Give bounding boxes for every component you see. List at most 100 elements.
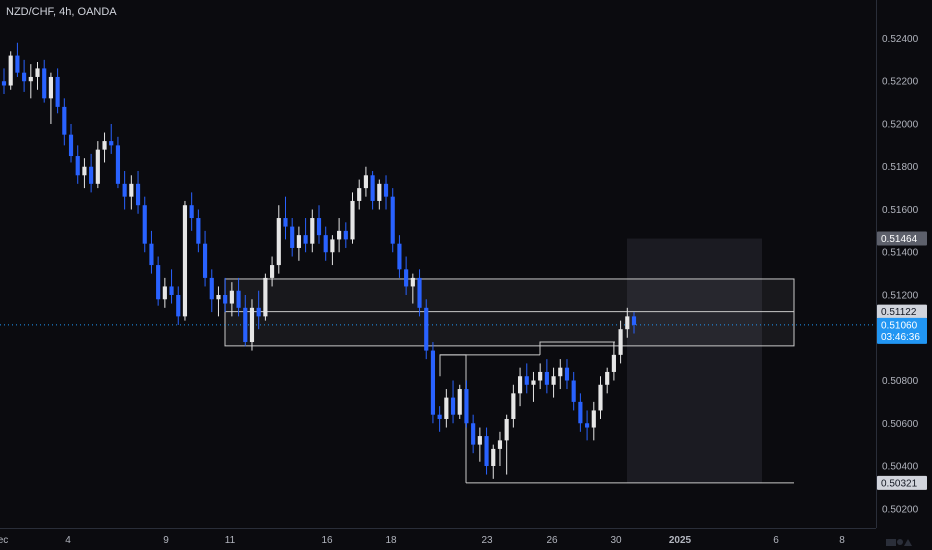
candle bbox=[591, 401, 596, 441]
candle bbox=[223, 277, 228, 313]
candle bbox=[75, 145, 80, 184]
candle-body bbox=[390, 196, 395, 244]
time-tick-label: 4 bbox=[65, 535, 71, 546]
candle bbox=[551, 367, 556, 398]
candle bbox=[558, 359, 563, 390]
price-tick-label: 0.51800 bbox=[882, 162, 919, 173]
candle bbox=[169, 269, 174, 304]
candle-body bbox=[256, 307, 261, 317]
candle-body bbox=[68, 134, 74, 157]
candle-body bbox=[464, 389, 469, 424]
candle-body bbox=[531, 380, 536, 385]
candle-body bbox=[1, 81, 7, 86]
candle-body bbox=[316, 218, 322, 236]
price-tick-label: 0.50200 bbox=[882, 504, 919, 515]
candle bbox=[564, 359, 570, 390]
time-tick-label: 26 bbox=[546, 535, 558, 546]
candle bbox=[511, 384, 516, 428]
candle-body bbox=[631, 316, 637, 325]
candle-body bbox=[417, 277, 422, 308]
candle bbox=[276, 205, 281, 274]
candle-body bbox=[102, 141, 107, 150]
candle bbox=[517, 367, 523, 407]
candle-body bbox=[383, 183, 389, 197]
candle-body bbox=[591, 410, 596, 428]
candle-body bbox=[350, 200, 355, 240]
candle-body bbox=[209, 277, 214, 300]
candle-body bbox=[564, 367, 570, 381]
candle bbox=[189, 192, 194, 231]
candle bbox=[156, 256, 161, 306]
candle bbox=[176, 286, 181, 325]
candle bbox=[484, 427, 489, 475]
candle bbox=[625, 307, 630, 338]
candle-body bbox=[618, 329, 623, 355]
time-tick-label: 11 bbox=[225, 535, 236, 546]
candle bbox=[310, 209, 315, 253]
candle-body bbox=[216, 294, 221, 300]
candle-body bbox=[229, 290, 234, 304]
candle bbox=[350, 192, 355, 244]
candle bbox=[497, 431, 503, 467]
candle-body bbox=[484, 436, 489, 467]
candle-body bbox=[310, 218, 315, 244]
time-tick-label: 9 bbox=[163, 535, 169, 546]
candle-body bbox=[8, 55, 13, 86]
candle-body bbox=[296, 235, 301, 248]
price-tick-label: 0.52400 bbox=[882, 34, 919, 45]
candle bbox=[377, 179, 382, 210]
candle-body bbox=[437, 414, 442, 419]
price-tick-label: 0.52200 bbox=[882, 77, 919, 88]
candle bbox=[62, 98, 67, 146]
candle-body bbox=[62, 106, 67, 135]
candle bbox=[618, 320, 623, 364]
candle-body bbox=[55, 76, 60, 107]
time-tick-label: 18 bbox=[385, 535, 397, 546]
candle bbox=[256, 290, 261, 330]
candle-body bbox=[544, 371, 549, 385]
time-tick-label: 30 bbox=[610, 535, 622, 546]
price-tick-label: 0.52000 bbox=[882, 119, 919, 130]
candle bbox=[531, 371, 536, 402]
candle bbox=[142, 196, 147, 253]
candle bbox=[404, 256, 409, 295]
candle-body bbox=[35, 68, 40, 77]
candle bbox=[330, 235, 335, 266]
candle bbox=[182, 200, 188, 321]
candle-body bbox=[283, 218, 288, 227]
candle-body bbox=[404, 269, 409, 287]
candle-body bbox=[48, 76, 53, 99]
candle bbox=[605, 367, 610, 394]
candle bbox=[410, 273, 415, 304]
time-tick-label: ec bbox=[0, 535, 8, 546]
candle bbox=[15, 42, 20, 77]
candle bbox=[229, 282, 234, 317]
time-tick-label: 2025 bbox=[669, 535, 692, 546]
candle-body bbox=[605, 371, 610, 385]
candle bbox=[109, 123, 114, 154]
candle-body bbox=[236, 290, 241, 308]
candle-body bbox=[176, 294, 181, 317]
candle bbox=[544, 359, 549, 394]
target-price-badge-text: 0.51464 bbox=[881, 234, 918, 245]
candle-body bbox=[162, 286, 167, 300]
candle bbox=[383, 175, 389, 210]
candle bbox=[102, 132, 107, 163]
candle bbox=[270, 256, 275, 287]
candle-body bbox=[28, 76, 33, 82]
candle-body bbox=[95, 149, 100, 184]
candle-body bbox=[142, 205, 147, 244]
candle-body bbox=[363, 175, 368, 189]
candle bbox=[249, 299, 255, 351]
candle bbox=[491, 444, 496, 479]
time-tick-label: 8 bbox=[839, 535, 845, 546]
projection-box bbox=[627, 238, 762, 483]
candle-body bbox=[82, 166, 87, 176]
candle bbox=[149, 230, 154, 274]
candle bbox=[464, 380, 469, 428]
candle bbox=[135, 171, 141, 214]
candle-body bbox=[182, 205, 188, 317]
candle bbox=[162, 277, 167, 308]
